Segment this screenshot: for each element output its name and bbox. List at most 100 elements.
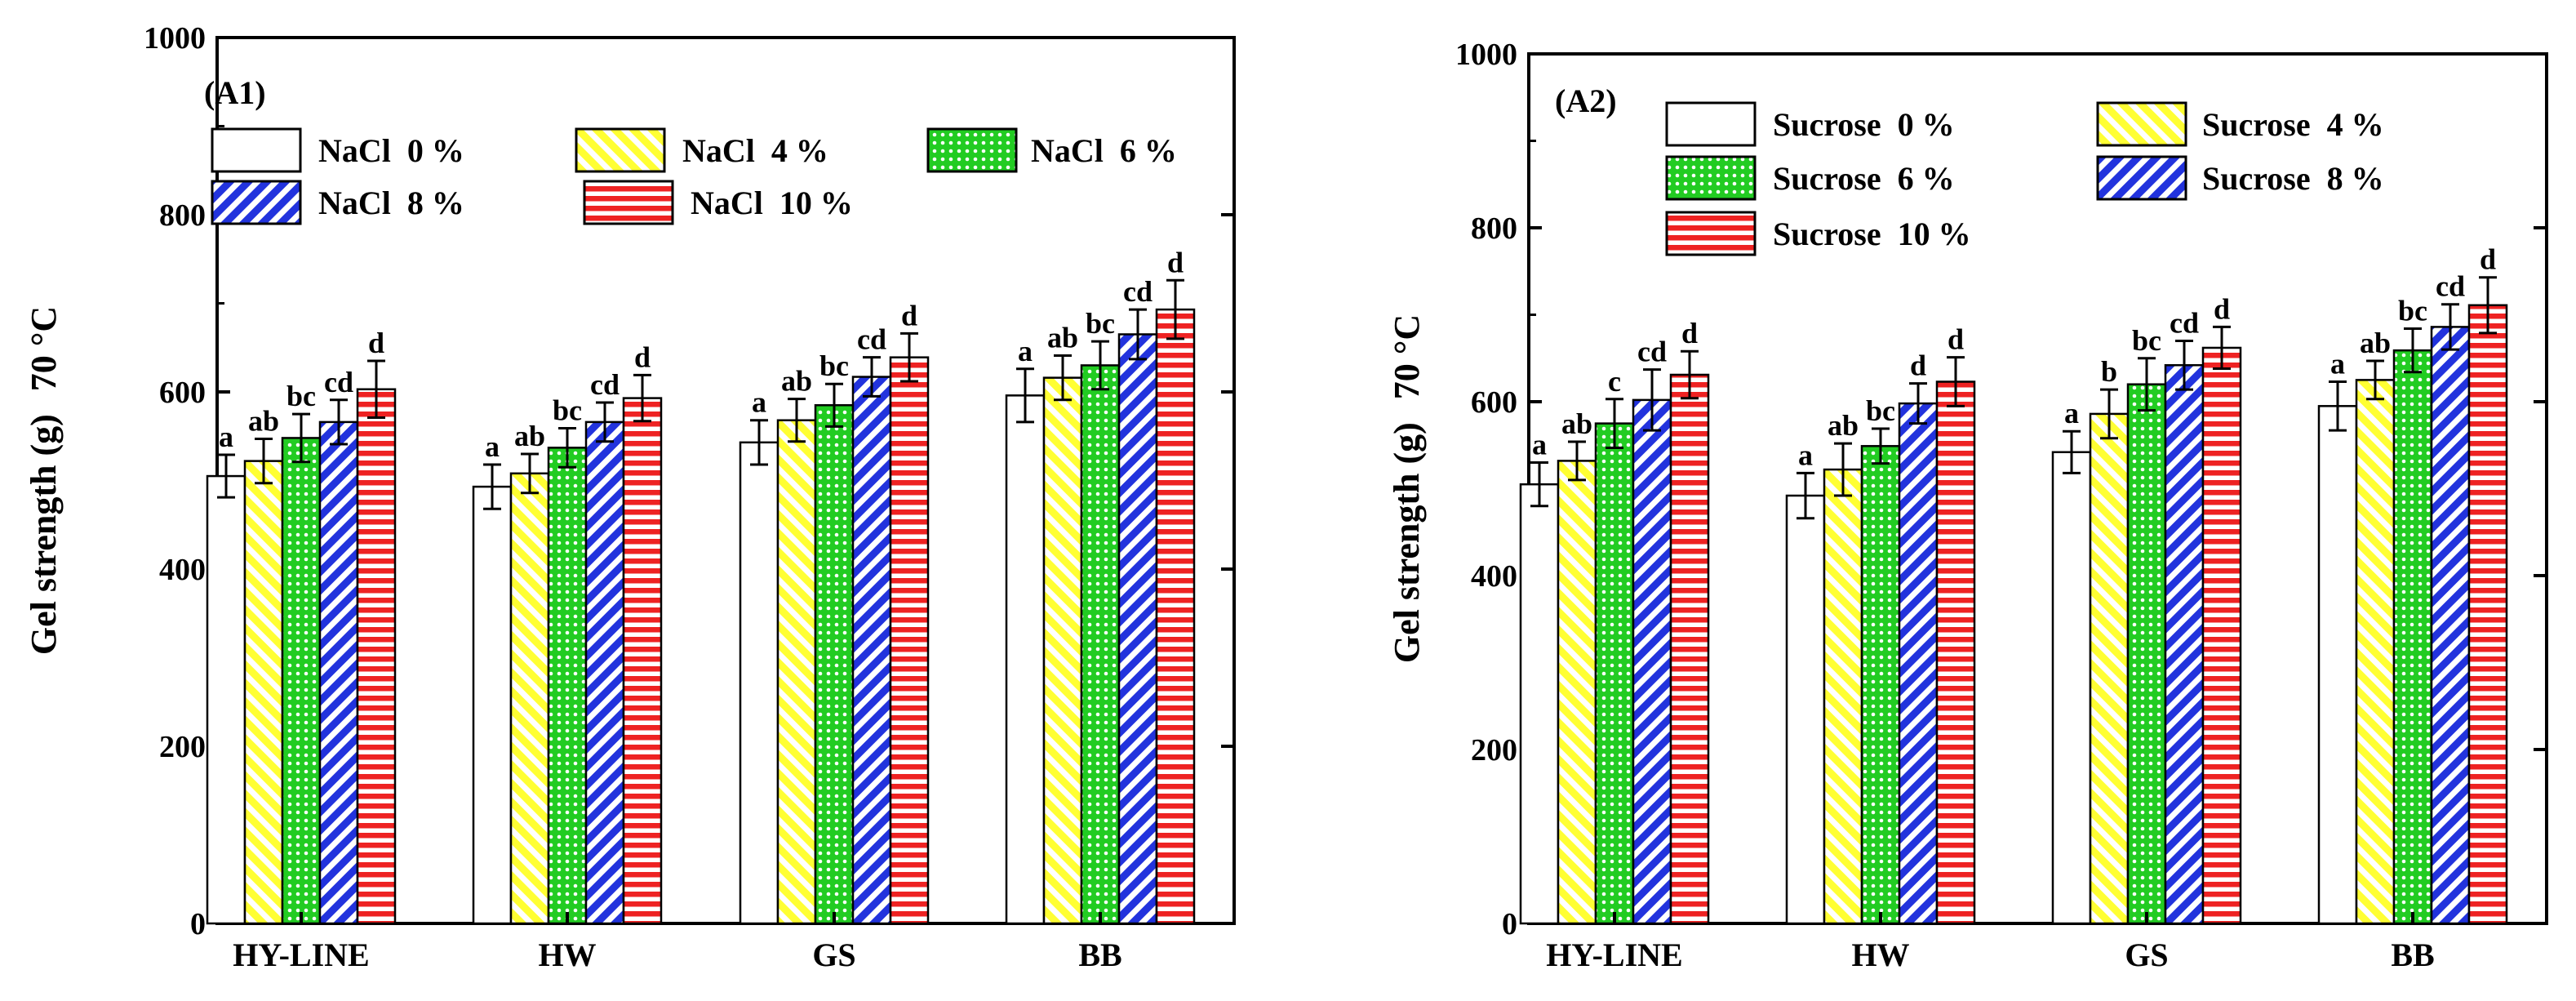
legend-label: NaCl 10 % [691,185,853,221]
significance-label: ab [1828,409,1859,442]
significance-label: d [1167,246,1184,278]
x-tick-label: BB [1078,936,1121,973]
y-tick-label: 1000 [144,21,206,56]
x-tick-label: BB [2391,936,2434,973]
significance-label: a [1532,429,1547,461]
significance-label: a [1018,335,1033,367]
y-axis-label: Gel strength (g)70 °C [1387,314,1427,663]
bar [889,356,930,925]
legend-label: NaCl 4 % [682,132,828,169]
legend-label: NaCl 6 % [1031,132,1177,169]
significance-label: cd [1637,336,1667,368]
significance-label: d [1681,317,1698,349]
bar [851,376,892,925]
significance-label: a [219,420,233,453]
bar [1557,460,1597,925]
significance-label: bc [2132,324,2161,357]
bar [206,474,246,925]
legend-label: NaCl 0 % [318,132,464,169]
y-tick-label: 600 [1471,385,1517,420]
significance-label: a [752,386,766,419]
bar [243,460,284,925]
x-tick-label: HY-LINE [233,936,369,973]
bar [356,388,397,925]
significance-label: bc [819,349,849,382]
significance-label: d [2214,292,2230,325]
legend-swatch [583,180,674,225]
significance-label: ab [781,365,812,398]
bar [739,441,779,925]
bar [1155,308,1196,925]
x-tick-label: HY-LINE [1546,936,1682,973]
legend-label: Sucrose 10 % [1773,216,1971,252]
significance-label: cd [2436,270,2465,303]
bar [1519,483,1560,925]
significance-label: b [2101,355,2117,388]
x-tick-label: HW [538,936,596,973]
bar [547,447,588,925]
significance-label: ab [2360,327,2391,359]
significance-label: bc [286,380,316,412]
bar [2467,304,2508,925]
significance-label: cd [324,366,353,398]
bar [1823,468,1863,925]
significance-label: bc [2398,295,2427,327]
y-tick-label: 400 [159,553,206,587]
y-tick-label: 200 [159,730,206,764]
legend-swatch [211,180,302,225]
panel-label: (A2) [1555,82,1617,119]
significance-label: cd [2170,306,2199,339]
bar [2355,379,2396,925]
bar [1117,333,1158,925]
bar [814,404,855,925]
significance-label: bc [553,394,582,426]
legend-swatch [1665,155,1757,201]
y-tick-label: 200 [1471,733,1517,767]
chart-panel-a1: (A1) Gel strength (g)70 °C 0 200 400 600 800… [24,21,1236,973]
legend-label: Sucrose 8 % [2202,160,2384,197]
significance-label: bc [1086,307,1115,340]
significance-label: d [634,340,651,373]
legend-label: Sucrose 4 % [2202,106,2384,143]
significance-label: a [2330,348,2345,380]
significance-label: cd [857,323,886,356]
y-tick-label: 800 [1471,211,1517,246]
y-tick-label: 0 [1502,907,1517,941]
bar [1594,422,1635,925]
bar [2317,405,2358,925]
bar [776,419,817,925]
significance-label: ab [248,405,279,438]
bar [1669,373,1710,925]
significance-label: d [2480,243,2496,276]
significance-label: ab [1561,407,1592,440]
bar [2089,412,2130,925]
y-tick-label: 800 [159,198,206,233]
bar [1632,398,1672,925]
bar [281,437,322,925]
significance-label: d [1948,323,1964,356]
legend-swatch [1665,101,1757,147]
significance-label: d [368,327,384,359]
bar [1042,376,1083,925]
legend-swatch [1665,211,1757,256]
y-axis-label: Gel strength (g)70 °C [24,306,64,655]
significance-label: bc [1866,394,1895,427]
x-tick-label: GS [812,936,855,973]
legend-label: Sucrose 0 % [1773,106,1955,143]
y-tick-label: 0 [190,907,206,941]
legend-swatch [575,127,666,173]
significance-label: cd [1123,275,1153,308]
legend-swatch [2096,155,2187,201]
bar [2392,349,2433,925]
significance-label: a [2064,397,2079,429]
bar [1935,380,1976,925]
chart-panel-a2: (A2) Gel strength (g)70 °C 0 200 400 600 800… [1387,38,2548,973]
significance-label: d [1910,349,1926,382]
legend-swatch [2096,101,2187,147]
y-tick-label: 600 [159,376,206,410]
panel-label: (A1) [204,74,266,111]
significance-label: c [1608,365,1621,398]
significance-label: a [1798,438,1813,471]
bar [1080,364,1121,925]
